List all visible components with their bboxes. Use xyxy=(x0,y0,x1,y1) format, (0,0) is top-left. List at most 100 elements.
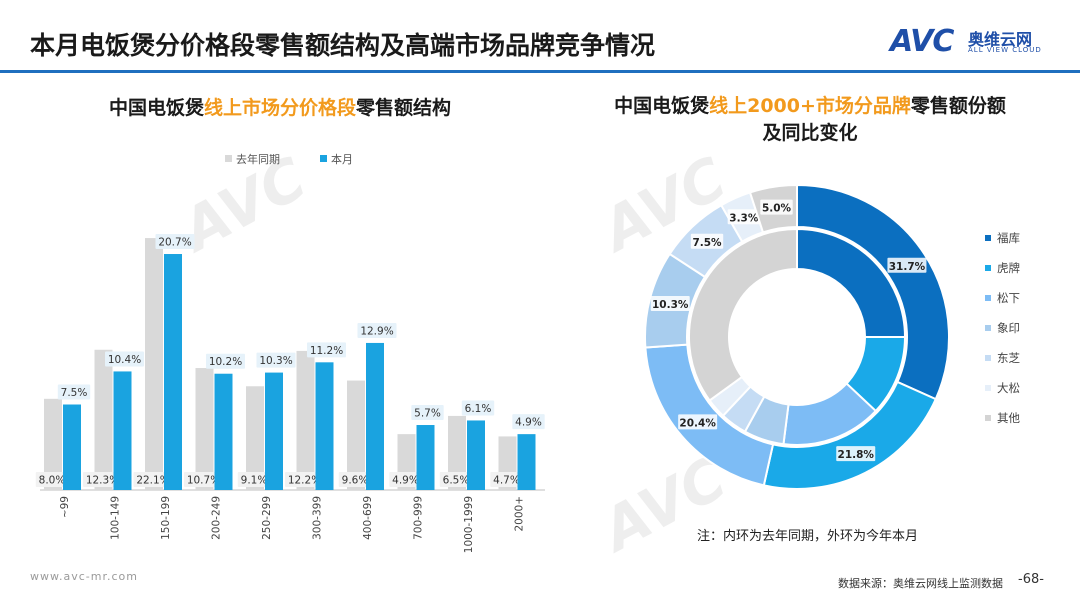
data-label: 10.7% xyxy=(187,475,220,487)
donut-title-pre: 中国电饭煲 xyxy=(614,95,710,117)
data-label: 4.9% xyxy=(392,475,419,487)
legend-swatch-4 xyxy=(985,355,991,361)
data-label: 12.3% xyxy=(86,475,119,487)
data-label: 6.5% xyxy=(443,475,470,487)
slice-label-bg xyxy=(760,199,793,215)
slice-label-bg xyxy=(678,414,718,430)
legend-swatch-3 xyxy=(985,325,991,331)
bar-this-month xyxy=(517,434,536,490)
data-label: 10.4% xyxy=(108,354,141,366)
data-label-bg xyxy=(256,352,296,368)
bar-this-month xyxy=(467,420,485,490)
bar-this-month xyxy=(164,254,182,490)
legend-swatch-6 xyxy=(985,415,991,421)
legend-swatch-2 xyxy=(985,295,991,301)
bar-this-month xyxy=(113,371,132,490)
data-source: 数据来源：奥维云网线上监测数据 xyxy=(838,577,1003,590)
bar-last-year xyxy=(347,380,365,490)
legend-label: 东芝 xyxy=(997,351,1020,365)
legend-swatch-0 xyxy=(985,235,991,241)
data-label: 8.0% xyxy=(39,475,66,487)
page-number: -68- xyxy=(1018,572,1044,587)
data-label-bg xyxy=(411,405,444,421)
logo-cn: 奥维云网 xyxy=(968,30,1033,49)
legend-label: 虎牌 xyxy=(997,261,1020,275)
slice-label-bg xyxy=(690,233,724,249)
x-tick-label: 700-999 xyxy=(413,496,425,540)
data-label-bg xyxy=(357,322,397,338)
bar-chart-title: 中国电饭煲线上市场分价格段零售额结构 xyxy=(60,93,500,120)
x-tick-label: 250-299 xyxy=(261,496,273,540)
data-label: 5.7% xyxy=(414,408,441,420)
data-label-bg xyxy=(307,342,346,358)
slice-label: 31.7% xyxy=(889,261,926,273)
slice-label-bg xyxy=(727,209,761,225)
bar-last-year xyxy=(195,368,214,490)
bar-this-month xyxy=(265,372,283,490)
donut-title-highlight: 线上2000+市场分品牌 xyxy=(709,95,911,117)
bar-this-month xyxy=(315,362,334,490)
data-label: 11.2% xyxy=(310,345,343,357)
data-label: 10.3% xyxy=(259,355,292,367)
inner-slice-6 xyxy=(688,227,798,402)
bar-last-year xyxy=(145,238,163,490)
data-label-bg xyxy=(512,414,545,430)
bar-this-month xyxy=(416,425,435,490)
data-label-bg xyxy=(105,351,144,367)
bar-last-year xyxy=(44,398,62,490)
slice-label-bg xyxy=(836,446,876,462)
legend-label: 福库 xyxy=(997,231,1020,245)
data-label: 9.1% xyxy=(241,475,268,487)
slice-label: 20.4% xyxy=(679,417,716,429)
data-label-bg xyxy=(439,472,473,487)
data-label-bg xyxy=(461,400,495,416)
x-tick-label: 300-399 xyxy=(312,496,324,540)
footer-url[interactable]: www.avc-mr.com xyxy=(30,570,138,583)
legend-label: 象印 xyxy=(997,321,1020,335)
slice-label: 3.3% xyxy=(729,212,759,224)
bar-this-month xyxy=(63,404,81,490)
slice-label: 10.3% xyxy=(652,299,689,311)
bar-title-pre: 中国电饭煲 xyxy=(108,97,204,119)
legend-swatch-5 xyxy=(985,385,991,391)
data-label: 22.1% xyxy=(136,475,169,487)
data-label: 4.9% xyxy=(515,417,542,429)
bar-last-year xyxy=(296,350,315,490)
bar-title-highlight: 线上市场分价格段 xyxy=(203,97,356,119)
legend-swatch-0 xyxy=(225,155,232,162)
data-label-bg xyxy=(490,472,523,487)
slice-label-bg xyxy=(887,257,927,273)
slice-label: 5.0% xyxy=(762,203,792,215)
bar-last-year xyxy=(448,415,466,490)
data-label-bg xyxy=(237,472,271,487)
legend-swatch-1 xyxy=(985,265,991,271)
title-divider xyxy=(0,70,1080,73)
data-label-bg xyxy=(35,472,69,487)
chart-note: 注：内环为去年同期，外环为今年本月 xyxy=(697,529,919,544)
data-label-bg xyxy=(133,472,173,487)
legend-label-1: 本月 xyxy=(331,152,353,166)
legend-label: 大松 xyxy=(997,381,1020,395)
x-tick-label: 100-149 xyxy=(110,496,122,540)
x-tick-label: 1000-1999 xyxy=(463,496,475,553)
x-tick-label: 150-199 xyxy=(160,496,172,540)
slice-label-bg xyxy=(650,296,690,312)
avc-logo: AVC 奥维云网 ALL VIEW CLOUD xyxy=(890,24,1060,59)
data-label: 12.2% xyxy=(288,475,321,487)
bar-this-month xyxy=(366,342,384,490)
data-label-bg xyxy=(57,384,91,400)
bar-title-post: 零售额结构 xyxy=(356,97,452,119)
slice-label: 21.8% xyxy=(838,449,875,461)
data-label-bg xyxy=(285,472,324,487)
data-label-bg xyxy=(83,472,122,487)
legend-swatch-1 xyxy=(320,155,327,162)
legend-label-0: 去年同期 xyxy=(236,152,280,166)
data-label: 7.5% xyxy=(61,387,88,399)
page-title: 本月电饭煲分价格段零售额结构及高端市场品牌竞争情况 xyxy=(30,31,656,60)
donut-chart-title: 中国电饭煲线上2000+市场分品牌零售额份额及同比变化 xyxy=(610,93,1010,147)
bar-last-year xyxy=(94,349,113,490)
data-label: 12.9% xyxy=(360,325,393,337)
data-label-bg xyxy=(184,472,223,487)
donut-title-post: 零售额份额及同比变化 xyxy=(762,95,1006,144)
